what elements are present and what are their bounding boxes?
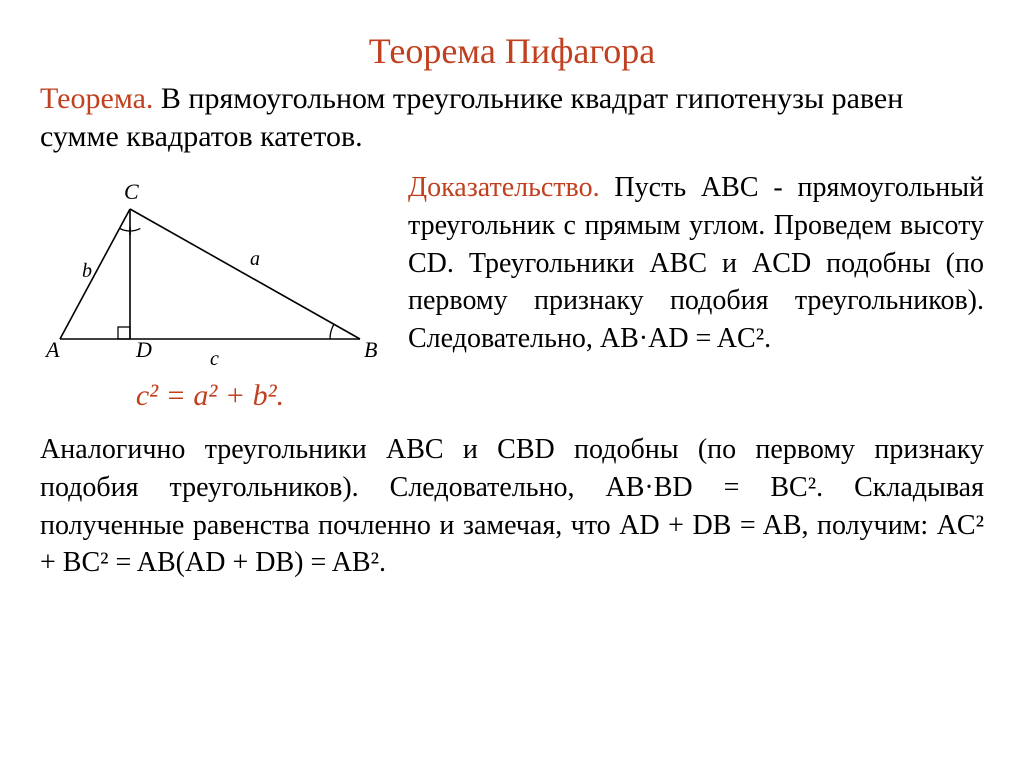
proof-bottom-text: Аналогично треугольники ABC и CBD подобн… — [40, 431, 984, 582]
triangle-diagram: A B C Da b c — [40, 169, 380, 369]
svg-text:a: a — [250, 248, 260, 270]
svg-text:D: D — [135, 337, 152, 362]
proof-label: Доказательство. — [408, 172, 600, 203]
svg-text:c: c — [210, 348, 219, 369]
figure-block: A B C Da b c c² = a² + b². — [40, 169, 380, 413]
figure-and-proof-row: A B C Da b c c² = a² + b². Доказательство. Пу… — [40, 169, 984, 413]
theorem-text: В прямоугольном треугольнике квадрат гип… — [40, 82, 903, 153]
proof-right-column: Доказательство. Пусть ABC - прямоугольны… — [408, 169, 984, 358]
formula: c² = a² + b². — [40, 379, 380, 413]
svg-text:B: B — [364, 337, 377, 362]
theorem-statement: Теорема. В прямоугольном треугольнике кв… — [40, 80, 984, 155]
svg-text:A: A — [44, 337, 60, 362]
svg-text:C: C — [124, 179, 139, 204]
theorem-label: Теорема. — [40, 82, 153, 115]
page-title: Теорема Пифагора — [40, 30, 984, 72]
svg-text:b: b — [82, 260, 92, 282]
